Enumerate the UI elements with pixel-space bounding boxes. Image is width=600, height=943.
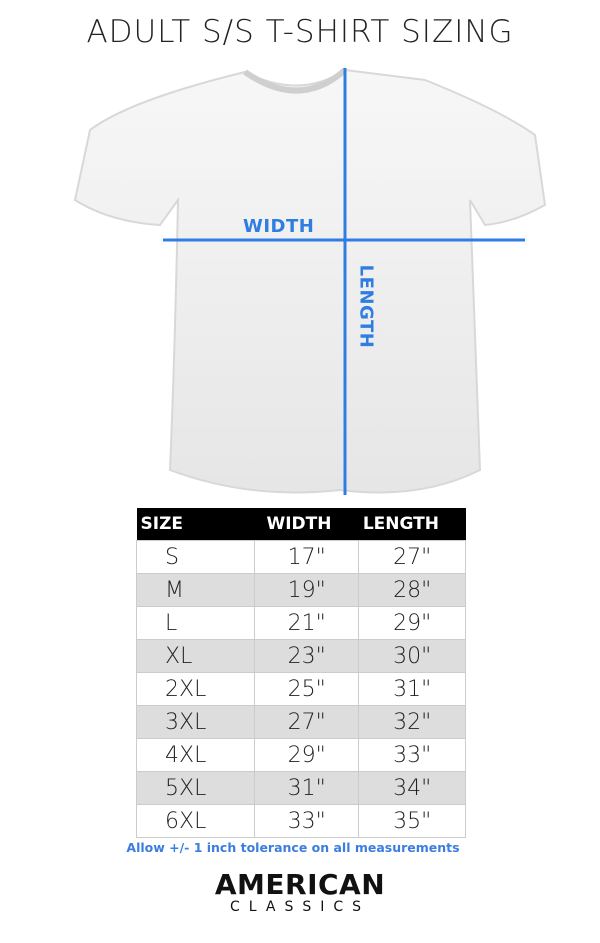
table-header: SIZE WIDTH LENGTH — [136, 508, 466, 541]
cell-size: 3XL — [136, 705, 255, 739]
header-width: WIDTH — [254, 508, 359, 541]
cell-length: 30" — [358, 639, 466, 673]
cell-length: 27" — [358, 540, 466, 574]
width-label: WIDTH — [243, 216, 315, 237]
table-row: 2XL 25" 31" — [136, 672, 466, 706]
tolerance-note: Allow +/- 1 inch tolerance on all measur… — [126, 840, 460, 855]
cell-length: 32" — [358, 705, 466, 739]
cell-size: 2XL — [136, 672, 255, 706]
page-title: ADULT S/S T-SHIRT SIZING — [86, 14, 514, 50]
cell-width: 19" — [253, 573, 360, 607]
cell-length: 29" — [358, 606, 466, 640]
header-length: LENGTH — [358, 508, 466, 541]
table-row: S 17" 27" — [136, 540, 466, 574]
cell-width: 17" — [253, 540, 360, 574]
cell-size: S — [136, 540, 255, 574]
tshirt-illustration — [73, 67, 547, 495]
cell-length: 34" — [358, 771, 466, 805]
cell-size: XL — [136, 639, 255, 673]
cell-length: 28" — [358, 573, 466, 607]
cell-width: 25" — [253, 672, 360, 706]
brand-logo-line1: AMERICAN — [214, 868, 386, 901]
table-row: 5XL 31" 34" — [136, 771, 466, 805]
cell-width: 31" — [253, 771, 360, 805]
table-row: L 21" 29" — [136, 606, 466, 640]
cell-width: 33" — [253, 804, 360, 838]
table-row: 4XL 29" 33" — [136, 738, 466, 772]
cell-size: L — [136, 606, 255, 640]
cell-size: 5XL — [136, 771, 255, 805]
table-row: 6XL 33" 35" — [136, 804, 466, 838]
cell-size: 4XL — [136, 738, 255, 772]
length-label: LENGTH — [355, 264, 377, 349]
cell-width: 21" — [253, 606, 360, 640]
header-size: SIZE — [136, 508, 255, 541]
table-row: XL 23" 30" — [136, 639, 466, 673]
brand-logo-line2: CLASSICS — [229, 899, 371, 915]
cell-length: 33" — [358, 738, 466, 772]
cell-width: 29" — [253, 738, 360, 772]
size-table: SIZE WIDTH LENGTH S 17" 27" M 19" 28" L 21" 29" X… — [136, 508, 466, 838]
cell-size: M — [136, 573, 255, 607]
cell-width: 27" — [253, 705, 360, 739]
cell-length: 31" — [358, 672, 466, 706]
cell-width: 23" — [253, 639, 360, 673]
table-row: 3XL 27" 32" — [136, 705, 466, 739]
table-row: M 19" 28" — [136, 573, 466, 607]
cell-size: 6XL — [136, 804, 255, 838]
cell-length: 35" — [358, 804, 466, 838]
